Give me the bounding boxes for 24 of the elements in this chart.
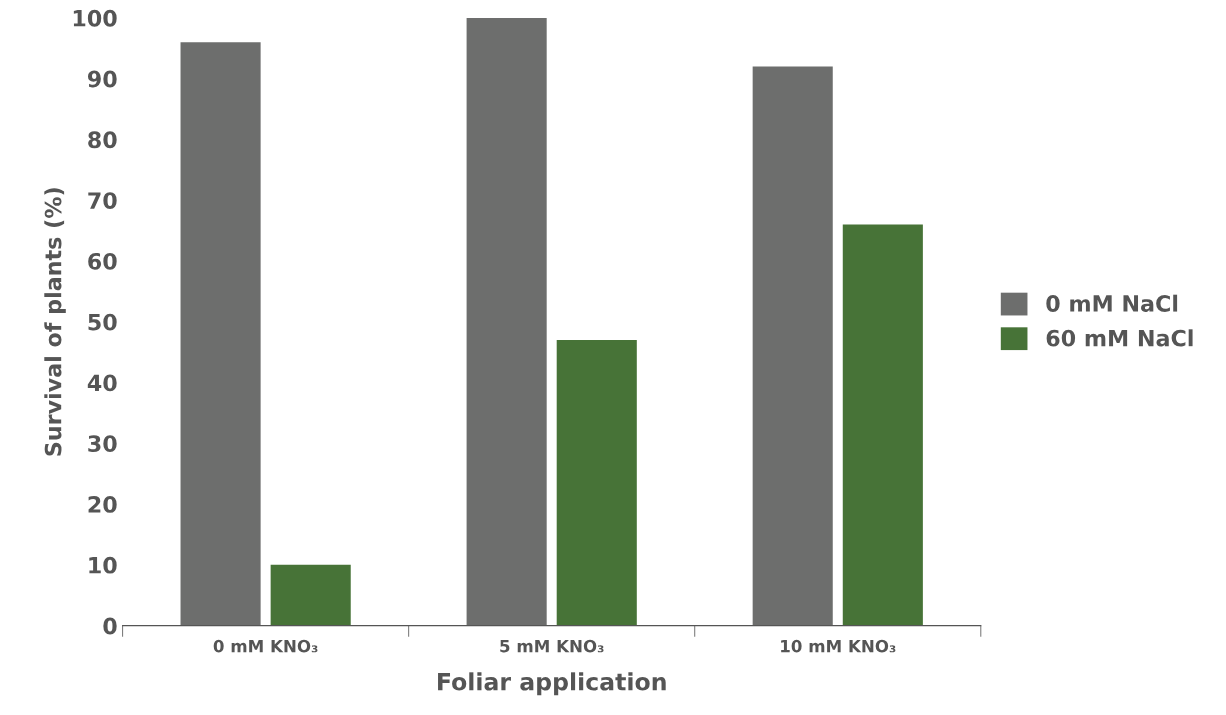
y-tick-label: 0: [103, 617, 117, 635]
bar: [270, 564, 351, 626]
bar: [842, 224, 923, 626]
x-tick-label: 0 mM KNO₃: [213, 639, 318, 653]
y-tick-label: 70: [88, 192, 117, 209]
legend-label: 0 mM NaCl: [1046, 294, 1178, 312]
x-tick-label: 5 mM KNO₃: [500, 639, 604, 653]
bar: [180, 42, 261, 626]
y-tick-label: 60: [88, 252, 117, 270]
y-axis-title: Survival of plants (%): [44, 188, 66, 456]
y-tick-label: 20: [88, 496, 117, 513]
bar: [556, 339, 637, 626]
y-tick-label: 100: [73, 9, 117, 27]
bar: [752, 66, 833, 626]
y-tick-label: 10: [89, 556, 117, 574]
y-tick-label: 50: [88, 313, 117, 331]
y-tick-label: 80: [88, 131, 117, 149]
y-tick-label: 90: [87, 70, 117, 88]
legend-label: 60 mM NaCl: [1046, 329, 1193, 347]
y-tick-label: 40: [87, 374, 117, 392]
x-axis-title: Foliar application: [438, 672, 666, 696]
x-tick-label: 10 mM KNO₃: [781, 639, 896, 653]
bar: [466, 17, 547, 626]
y-tick-label: 30: [88, 435, 117, 453]
